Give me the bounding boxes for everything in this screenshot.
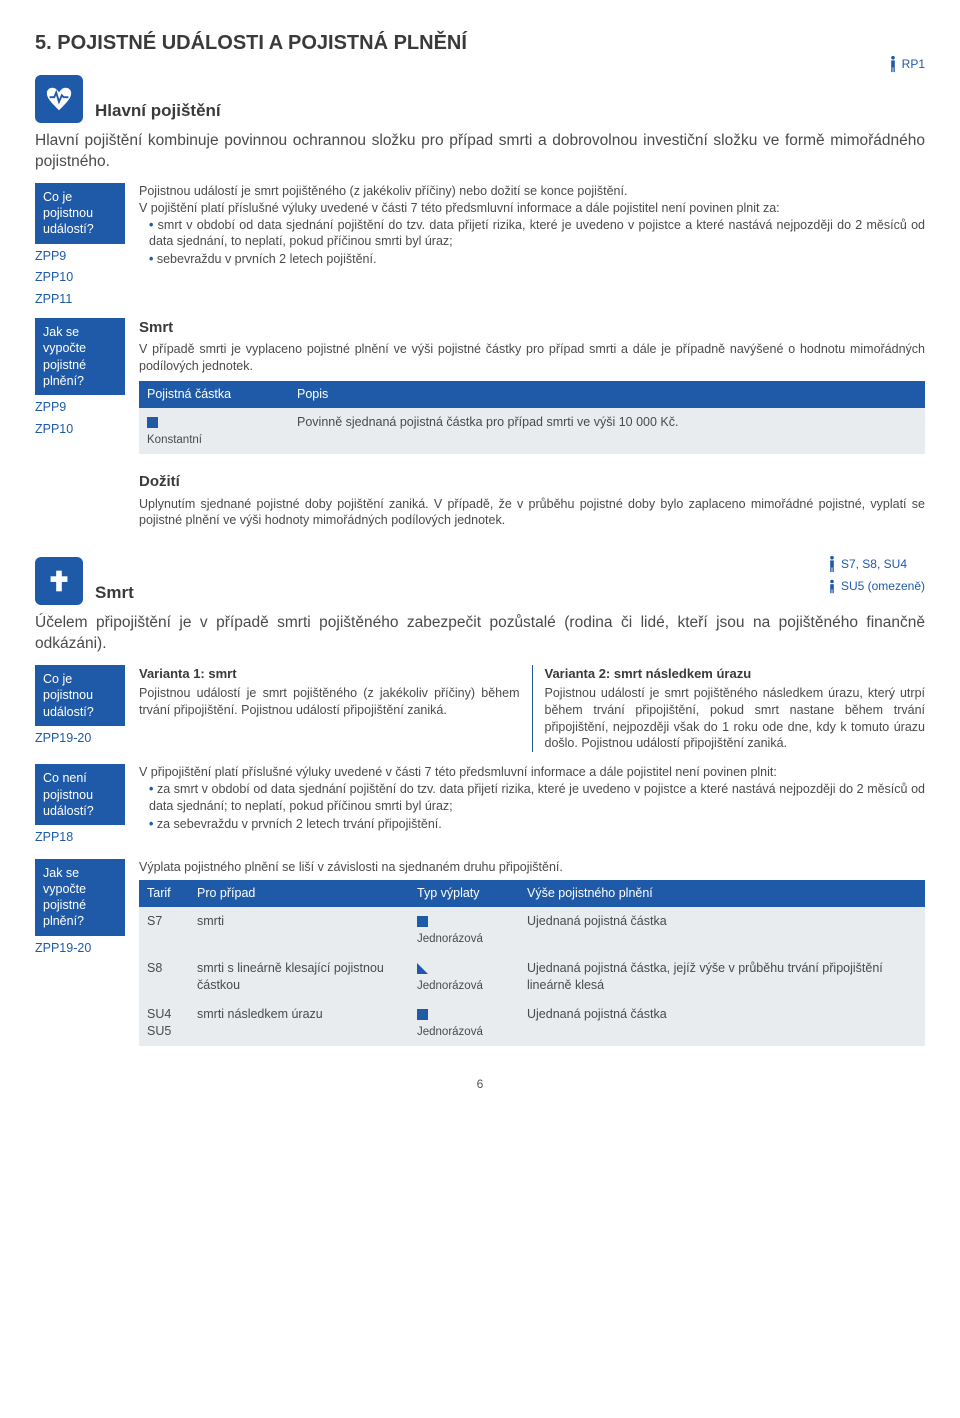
th-popis: Popis xyxy=(289,381,925,408)
td-vyse: Ujednaná pojistná částka xyxy=(519,907,925,953)
marker-label: Konstantní xyxy=(147,434,202,446)
typ-label: Jednorázová xyxy=(417,980,483,992)
sec2-block1: Co je pojistnou událostí? ZPP19-20 Varia… xyxy=(35,665,925,752)
tag-su5: SU5 (omezeně) xyxy=(827,577,925,595)
variants-row: Varianta 1: smrt Pojistnou událostí je s… xyxy=(139,665,925,752)
th-castka: Pojistná částka xyxy=(139,381,289,408)
ref-zpp9b: ZPP9 xyxy=(35,399,125,417)
td-tarif: SU4 SU5 xyxy=(139,1000,189,1046)
doziti-heading: Dožití xyxy=(139,472,925,492)
sec2-bullets: za smrt v období od data sjednání pojišt… xyxy=(139,781,925,833)
ref-zpp10: ZPP10 xyxy=(35,269,125,287)
page-number: 6 xyxy=(35,1076,925,1092)
sec2-calc-intro: Výplata pojistného plnění se liší v závi… xyxy=(139,859,925,876)
v1-body: Pojistnou událostí je smrt pojištěného (… xyxy=(139,685,520,719)
section1-header-row: Hlavní pojištění xyxy=(35,75,925,123)
pojistna-castka-table: Pojistná částka Popis Konstantní Povinně… xyxy=(139,381,925,454)
tarif-table: Tarif Pro případ Typ výplaty Výše pojist… xyxy=(139,880,925,1046)
table-row: SU4 SU5 smrti následkem úrazu Jednorázov… xyxy=(139,1000,925,1046)
tag-rp1-text: RP1 xyxy=(902,56,925,72)
sidebox-co-je-udalost-2: Co je pojistnou událostí? xyxy=(35,665,125,726)
bullet-item: za sebevraždu v prvních 2 letech trvání … xyxy=(149,816,925,833)
smrt-body: V případě smrti je vyplaceno pojistné pl… xyxy=(139,341,925,375)
td-tarif: S7 xyxy=(139,907,189,953)
v2-body: Pojistnou událostí je smrt pojištěného n… xyxy=(545,685,926,753)
marker-triangle-icon xyxy=(417,963,428,974)
doziti-body: Uplynutím sjednané pojistné doby pojiště… xyxy=(139,496,925,530)
variant-1: Varianta 1: smrt Pojistnou událostí je s… xyxy=(139,665,532,752)
td-vyse: Ujednaná pojistná částka, jejíž výše v p… xyxy=(519,954,925,1000)
variant-2: Varianta 2: smrt následkem úrazu Pojistn… xyxy=(532,665,926,752)
th-vyse: Výše pojistného plnění xyxy=(519,880,925,907)
sidebox-jak-vypocte: Jak se vypočte pojistné plnění? xyxy=(35,318,125,395)
sec1-p2: V pojištění platí příslušné výluky uvede… xyxy=(139,200,925,217)
ref-zpp9: ZPP9 xyxy=(35,248,125,266)
typ-label: Jednorázová xyxy=(417,1026,483,1038)
tag-s7-text: S7, S8, SU4 xyxy=(841,556,907,572)
section2-header-row: Smrt xyxy=(35,557,925,605)
bullet-item: za smrt v období od data sjednání pojišt… xyxy=(149,781,925,815)
tag-s7: S7, S8, SU4 xyxy=(827,555,925,573)
sec1-bullets: smrt v období od data sjednání pojištění… xyxy=(139,217,925,269)
ref-zpp10b: ZPP10 xyxy=(35,421,125,439)
sec2-excl-intro: V připojištění platí příslušné výluky uv… xyxy=(139,764,925,781)
smrt-heading: Smrt xyxy=(139,318,925,338)
th-tarif: Tarif xyxy=(139,880,189,907)
table-row: S8 smrti s lineárně klesající pojistnou … xyxy=(139,954,925,1000)
td-pro: smrti následkem úrazu xyxy=(189,1000,409,1046)
marker-square-icon xyxy=(147,417,158,428)
td-pro: smrti s lineárně klesající pojistnou čás… xyxy=(189,954,409,1000)
th-pro: Pro případ xyxy=(189,880,409,907)
bullet-item: sebevraždu v prvních 2 letech pojištění. xyxy=(149,251,925,268)
section1-intro: Hlavní pojištění kombinuje povinnou ochr… xyxy=(35,131,925,173)
sec2-block3: Jak se vypočte pojistné plnění? ZPP19-20… xyxy=(35,859,925,1047)
sec1-block1: Co je pojistnou událostí? ZPP9 ZPP10 ZPP… xyxy=(35,183,925,308)
sec1-block2: Jak se vypočte pojistné plnění? ZPP9 ZPP… xyxy=(35,318,925,529)
td-desc: Povinně sjednaná pojistná částka pro pří… xyxy=(289,408,925,454)
cross-icon xyxy=(35,557,83,605)
sec1-p1: Pojistnou událostí je smrt pojištěného (… xyxy=(139,183,925,200)
td-pro: smrti xyxy=(189,907,409,953)
section2-intro: Účelem připojištění je v případě smrti p… xyxy=(35,613,925,655)
child-icon xyxy=(827,577,837,595)
table-row: Konstantní Povinně sjednaná pojistná čás… xyxy=(139,408,925,454)
tag-su5-text: SU5 (omezeně) xyxy=(841,578,925,594)
ref-zpp18: ZPP18 xyxy=(35,829,125,847)
heartbeat-svg xyxy=(44,84,74,114)
table-row: S7 smrti Jednorázová Ujednaná pojistná č… xyxy=(139,907,925,953)
cross-svg xyxy=(44,566,74,596)
ref-zpp19: ZPP19-20 xyxy=(35,730,125,748)
ref-zpp19b: ZPP19-20 xyxy=(35,940,125,958)
person-icon xyxy=(888,55,898,73)
td-vyse: Ujednaná pojistná částka xyxy=(519,1000,925,1046)
marker-square-icon xyxy=(417,916,428,927)
v2-title: Varianta 2: smrt následkem úrazu xyxy=(545,665,926,683)
typ-label: Jednorázová xyxy=(417,933,483,945)
tag-rp1: RP1 xyxy=(888,55,925,73)
th-typ: Typ výplaty xyxy=(409,880,519,907)
td-tarif: S8 xyxy=(139,954,189,1000)
page-title: 5. POJISTNÉ UDÁLOSTI A POJISTNÁ PLNĚNÍ xyxy=(35,30,925,57)
marker-square-icon xyxy=(417,1009,428,1020)
section1-heading: Hlavní pojištění xyxy=(95,100,221,123)
section2-heading: Smrt xyxy=(95,582,134,605)
heartbeat-icon xyxy=(35,75,83,123)
ref-zpp11: ZPP11 xyxy=(35,291,125,309)
sidebox-co-je-udalost: Co je pojistnou událostí? xyxy=(35,183,125,244)
v1-title: Varianta 1: smrt xyxy=(139,665,520,683)
bullet-item: smrt v období od data sjednání pojištění… xyxy=(149,217,925,251)
sec2-block2: Co není pojistnou událostí? ZPP18 V přip… xyxy=(35,764,925,846)
sidebox-co-neni-udalost: Co není pojistnou událostí? xyxy=(35,764,125,825)
sidebox-jak-vypocte-2: Jak se vypočte pojistné plnění? xyxy=(35,859,125,936)
person-icon xyxy=(827,555,837,573)
